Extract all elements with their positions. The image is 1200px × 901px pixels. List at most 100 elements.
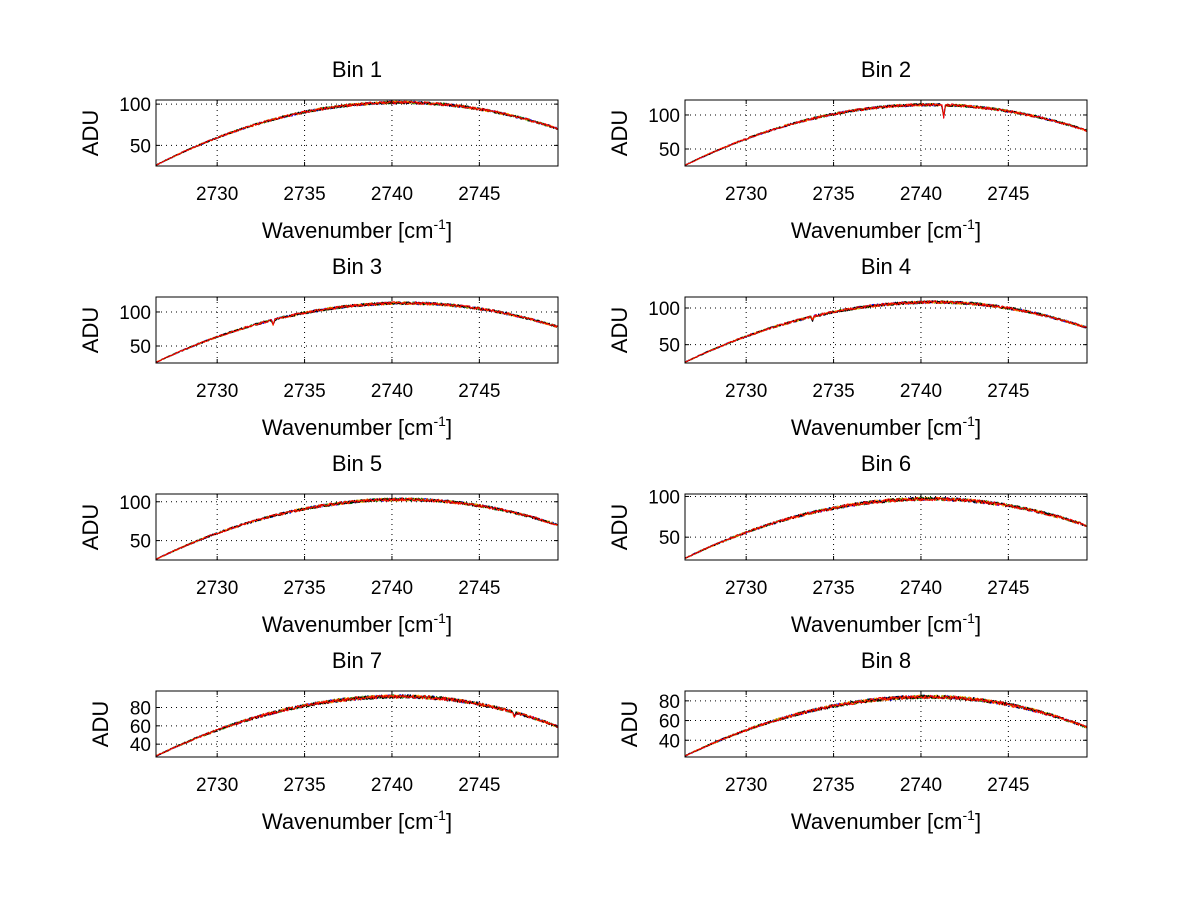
x-axis-label-bracket: ]: [446, 218, 452, 243]
plot-area: [156, 100, 558, 166]
x-tick-label: 2735: [283, 381, 325, 402]
x-axis-label-superscript: -1: [434, 413, 447, 429]
x-axis-label: Wavenumber [cm-1]: [791, 610, 981, 637]
y-tick-label: 50: [130, 136, 151, 157]
x-axis-label-superscript: -1: [434, 216, 447, 232]
y-tick-label: 50: [659, 140, 680, 161]
x-tick-label: 2740: [371, 578, 413, 599]
plot-area: [156, 691, 558, 757]
subplot-bin-5: 2730 2735 2740 2745 50 100 Bin 5 Wavenumber [cm…: [78, 451, 559, 637]
x-axis-label: Wavenumber [cm-1]: [791, 216, 981, 243]
x-axis-label-text: Wavenumber [cm: [791, 218, 963, 243]
x-axis-label: Wavenumber [cm-1]: [791, 413, 981, 440]
x-axis-label: Wavenumber [cm-1]: [262, 413, 452, 440]
plot-area: [685, 297, 1087, 363]
y-axis-label: ADU: [607, 307, 632, 353]
x-tick-label: 2740: [900, 184, 942, 205]
spectrum-series-group: [684, 694, 1088, 757]
y-tick-label: 80: [130, 699, 151, 720]
y-tick-label: 50: [130, 532, 151, 553]
y-tick-label: 40: [130, 735, 151, 756]
spectrum-series-group: [155, 301, 559, 363]
subplot-bin-1: 2730 2735 2740 2745 50 100 Bin 1 Wavenumber [cm…: [78, 57, 559, 243]
x-tick-label: 2740: [900, 381, 942, 402]
subplot-title: Bin 7: [332, 648, 382, 673]
y-tick-label: 60: [659, 712, 680, 733]
x-tick-label: 2735: [283, 775, 325, 796]
y-tick-label: 50: [130, 337, 151, 358]
spectrum-series-group: [684, 300, 1088, 363]
axes-box: [155, 690, 559, 758]
spectrum-line-5: [155, 301, 558, 363]
x-tick-label: 2740: [371, 184, 413, 205]
x-axis-label: Wavenumber [cm-1]: [791, 807, 981, 834]
axes-box: [155, 493, 559, 561]
y-tick-label: 40: [659, 731, 680, 752]
subplot-title: Bin 8: [861, 648, 911, 673]
x-tick-label: 2730: [196, 578, 238, 599]
x-tick-label: 2745: [458, 184, 500, 205]
subplot-title: Bin 2: [861, 57, 911, 82]
subplot-title: Bin 5: [332, 451, 382, 476]
x-axis-label-superscript: -1: [434, 807, 447, 823]
spectrum-line-5: [155, 497, 559, 560]
x-tick-label: 2740: [371, 381, 413, 402]
spectrum-series-group: [155, 497, 559, 560]
x-tick-label: 2735: [283, 578, 325, 599]
axes-box: [684, 690, 1088, 758]
x-tick-label: 2730: [196, 381, 238, 402]
x-tick-label: 2735: [812, 578, 854, 599]
x-tick-label: 2745: [987, 578, 1029, 599]
x-axis-label-bracket: ]: [446, 612, 452, 637]
x-tick-label: 2735: [812, 381, 854, 402]
x-axis-label-superscript: -1: [434, 610, 447, 626]
x-axis-label-bracket: ]: [975, 612, 981, 637]
x-axis-label: Wavenumber [cm-1]: [262, 216, 452, 243]
y-axis-label: ADU: [78, 110, 103, 156]
plot-area: [156, 494, 558, 560]
x-tick-label: 2745: [987, 381, 1029, 402]
x-tick-label: 2735: [812, 184, 854, 205]
y-axis-label: ADU: [607, 110, 632, 156]
x-tick-label: 2745: [458, 775, 500, 796]
y-tick-label: 100: [119, 95, 151, 116]
axes-box: [155, 99, 559, 167]
plot-area: [685, 691, 1087, 757]
spectrum-series-group: [684, 496, 1088, 559]
x-tick-label: 2745: [987, 184, 1029, 205]
y-tick-label: 60: [130, 717, 151, 738]
axes-box: [684, 296, 1088, 364]
y-axis-label: ADU: [88, 701, 113, 747]
x-axis-label-superscript: -1: [963, 610, 976, 626]
subplot-bin-6: 2730 2735 2740 2745 50 100 Bin 6 Wavenumber [cm…: [607, 451, 1088, 637]
x-tick-label: 2740: [900, 775, 942, 796]
x-tick-label: 2745: [987, 775, 1029, 796]
y-axis-label: ADU: [617, 701, 642, 747]
y-tick-label: 100: [648, 487, 680, 508]
spectrum-line-5: [684, 694, 1088, 757]
subplot-bin-2: 2730 2735 2740 2745 50 100 Bin 2 Wavenumber [cm…: [607, 57, 1088, 243]
x-tick-label: 2730: [196, 184, 238, 205]
x-tick-label: 2735: [283, 184, 325, 205]
x-axis-label-text: Wavenumber [cm: [791, 415, 963, 440]
axes-box: [155, 296, 559, 364]
x-tick-label: 2730: [725, 381, 767, 402]
spectrum-line-5: [155, 100, 559, 166]
x-tick-label: 2745: [458, 381, 500, 402]
plot-area: [685, 100, 1087, 166]
axes-box: [684, 493, 1088, 561]
axes-box: [684, 99, 1088, 167]
x-axis-label: Wavenumber [cm-1]: [262, 610, 452, 637]
spectrum-line-5: [685, 496, 1088, 559]
y-tick-label: 80: [659, 692, 680, 713]
x-tick-label: 2740: [371, 775, 413, 796]
x-tick-label: 2730: [196, 775, 238, 796]
spectrum-series-group: [155, 694, 559, 757]
x-axis-label-bracket: ]: [446, 809, 452, 834]
x-tick-label: 2745: [458, 578, 500, 599]
y-tick-label: 100: [119, 303, 151, 324]
x-axis-label-text: Wavenumber [cm: [262, 218, 434, 243]
